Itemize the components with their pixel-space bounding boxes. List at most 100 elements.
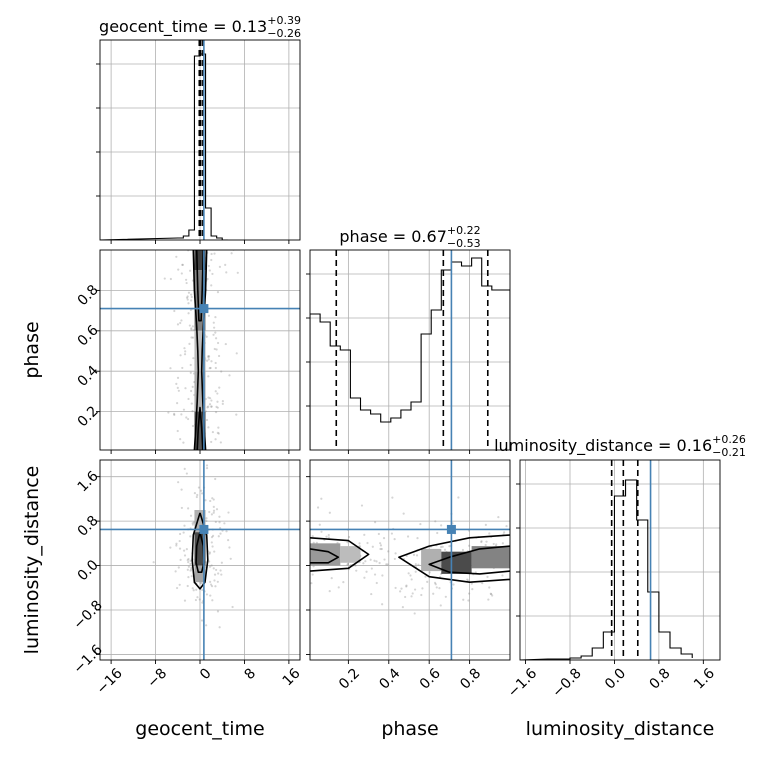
sample-point bbox=[216, 406, 219, 409]
sample-point bbox=[193, 492, 197, 495]
sample-point bbox=[190, 295, 193, 299]
sample-point bbox=[310, 582, 313, 585]
sample-point bbox=[206, 406, 209, 409]
sample-point bbox=[177, 566, 180, 569]
sample-point bbox=[328, 511, 331, 514]
sample-point bbox=[187, 557, 190, 561]
sample-point bbox=[180, 488, 183, 491]
sample-point bbox=[191, 523, 195, 526]
sample-point bbox=[186, 295, 189, 298]
sample-point bbox=[182, 549, 186, 552]
sample-point bbox=[488, 586, 491, 589]
sample-point bbox=[184, 387, 187, 390]
sample-point bbox=[175, 542, 178, 545]
sample-point bbox=[176, 376, 180, 380]
sample-point bbox=[179, 241, 181, 243]
sample-point bbox=[503, 531, 506, 534]
sample-point bbox=[216, 610, 220, 613]
sample-point bbox=[208, 403, 212, 406]
sample-point bbox=[186, 227, 188, 229]
sample-point bbox=[312, 565, 315, 568]
sample-point bbox=[205, 467, 209, 470]
sample-point bbox=[191, 410, 194, 413]
x-axis-label-luminosity_distance: luminosity_distance bbox=[526, 718, 715, 740]
sample-point bbox=[210, 258, 213, 262]
sample-point bbox=[189, 244, 191, 246]
sample-point bbox=[320, 530, 323, 533]
sample-point bbox=[214, 477, 217, 481]
y-tick-label: 1.6 bbox=[75, 468, 102, 495]
sample-point bbox=[183, 599, 187, 602]
sample-point bbox=[320, 497, 323, 500]
sample-point bbox=[194, 598, 198, 602]
sample-point bbox=[188, 515, 190, 517]
sample-point bbox=[190, 336, 193, 339]
x-axis-label-geocent_time: geocent_time bbox=[135, 718, 264, 740]
sample-point bbox=[225, 271, 228, 274]
sample-point bbox=[220, 561, 223, 564]
sample-point bbox=[210, 360, 213, 363]
sample-point bbox=[311, 573, 314, 576]
sample-point bbox=[214, 520, 217, 524]
sample-point bbox=[390, 532, 394, 535]
y-axis-label-phase: phase bbox=[21, 321, 43, 378]
sample-point bbox=[381, 603, 384, 606]
sample-point bbox=[391, 496, 394, 499]
sample-point bbox=[214, 337, 218, 340]
sample-point bbox=[271, 534, 273, 536]
sample-point bbox=[521, 552, 523, 554]
sample-point bbox=[189, 535, 192, 538]
sample-point bbox=[211, 456, 213, 458]
sample-point bbox=[216, 400, 219, 403]
sample-point bbox=[491, 594, 494, 597]
sample-point bbox=[174, 506, 176, 508]
axes-frame bbox=[99, 249, 301, 451]
sample-point bbox=[428, 571, 431, 574]
sample-point bbox=[213, 494, 215, 496]
y-tick-label: 0.2 bbox=[75, 403, 102, 430]
sample-point bbox=[209, 499, 212, 503]
sample-point bbox=[489, 592, 492, 595]
sample-point bbox=[387, 550, 390, 553]
density-cell bbox=[340, 546, 361, 563]
sample-point bbox=[379, 544, 383, 547]
sample-point bbox=[553, 566, 555, 568]
sample-point bbox=[597, 556, 599, 558]
sample-point bbox=[402, 512, 405, 515]
sample-point bbox=[215, 454, 217, 456]
sample-point bbox=[364, 560, 367, 563]
sample-point bbox=[318, 523, 321, 526]
sample-point bbox=[187, 507, 190, 510]
sample-point bbox=[208, 565, 212, 568]
sample-point bbox=[183, 524, 186, 527]
sample-point bbox=[215, 568, 218, 572]
sample-point bbox=[467, 599, 470, 602]
x-tick-label: −0.8 bbox=[549, 665, 584, 700]
x-tick-label: 0.0 bbox=[602, 665, 629, 692]
sample-point bbox=[201, 492, 204, 495]
sample-point bbox=[208, 552, 211, 555]
sample-point bbox=[278, 537, 280, 539]
truth-marker bbox=[199, 524, 209, 534]
sample-point bbox=[187, 575, 190, 579]
sample-point bbox=[205, 464, 209, 467]
sample-point bbox=[360, 504, 364, 507]
x-tick-label: 16 bbox=[280, 665, 304, 689]
sample-point bbox=[182, 531, 185, 534]
sample-point bbox=[218, 386, 221, 389]
sample-point bbox=[187, 565, 190, 568]
sample-point bbox=[188, 225, 190, 227]
sample-point bbox=[201, 588, 204, 592]
y-axis-label-luminosity_distance: luminosity_distance bbox=[21, 466, 43, 655]
sample-point bbox=[393, 538, 396, 541]
sample-point bbox=[190, 293, 193, 296]
sample-point bbox=[235, 413, 238, 416]
sample-point bbox=[214, 585, 217, 588]
y-tick-label: 0.6 bbox=[75, 322, 102, 349]
sample-point bbox=[316, 506, 320, 509]
sample-point bbox=[218, 626, 221, 629]
density-cell bbox=[421, 548, 442, 572]
sample-point bbox=[189, 363, 192, 367]
x-tick-label: 1.6 bbox=[691, 665, 718, 692]
sample-point bbox=[210, 536, 214, 539]
